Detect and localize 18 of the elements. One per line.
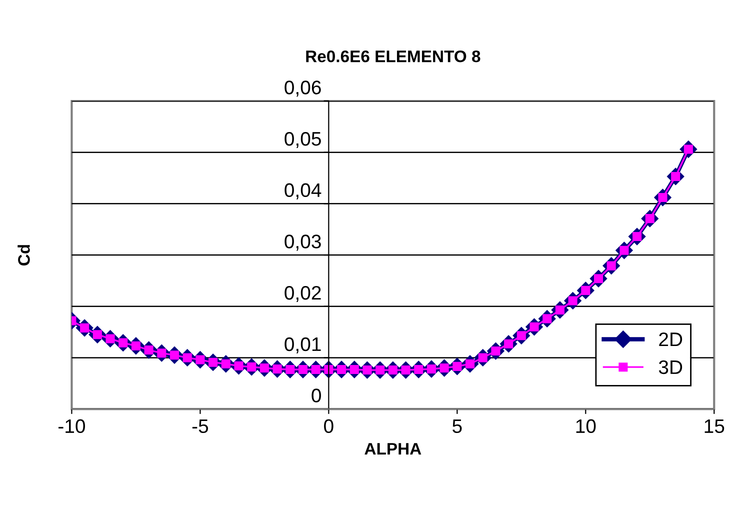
x-tick-label: -10 bbox=[58, 419, 86, 434]
y-tick-label: 0 bbox=[312, 388, 321, 402]
x-tick-label: 10 bbox=[576, 419, 596, 434]
legend-label: 3D bbox=[658, 360, 682, 374]
y-tick-label: 0,05 bbox=[284, 132, 321, 148]
chart-title: Re0.6E6 ELEMENTO 8 bbox=[306, 50, 480, 62]
x-tick-label: -5 bbox=[192, 419, 208, 434]
y-tick-label: 0,02 bbox=[284, 286, 321, 302]
x-tick-label: 5 bbox=[452, 419, 462, 434]
y-axis-title: Cd bbox=[18, 245, 30, 266]
y-tick-label: 0,04 bbox=[284, 183, 322, 200]
x-axis-title: ALPHA bbox=[364, 443, 422, 455]
x-tick-label: 0 bbox=[324, 419, 334, 434]
y-tick-label: 0,01 bbox=[284, 337, 321, 354]
y-tick-label: 0,06 bbox=[284, 80, 321, 97]
y-tick-label: 0,03 bbox=[284, 234, 321, 251]
x-tick-label: 15 bbox=[704, 419, 724, 434]
legend-label: 2D bbox=[659, 332, 682, 346]
